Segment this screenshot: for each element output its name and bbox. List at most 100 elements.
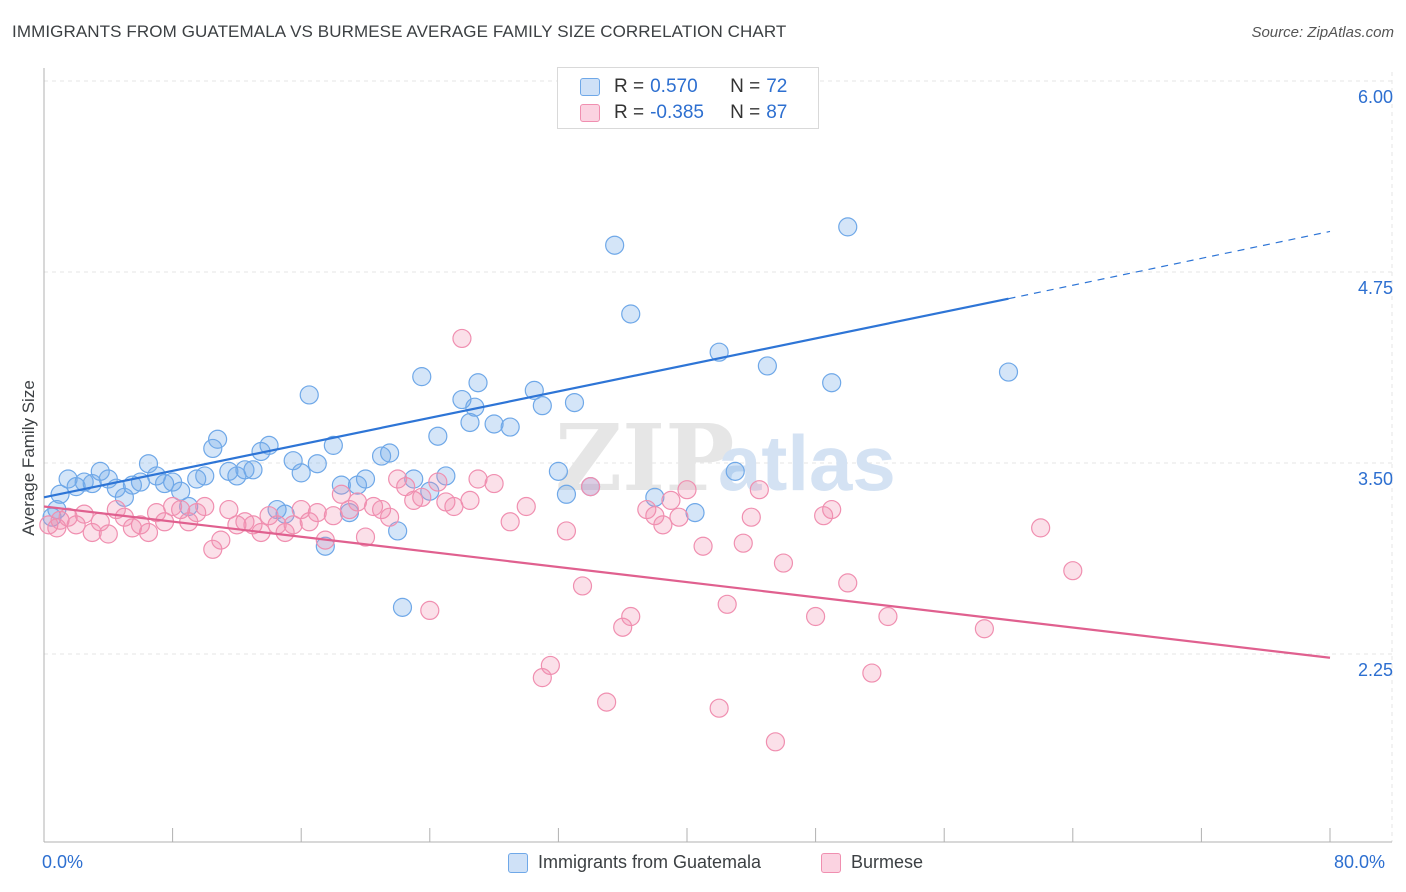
- point-burmese: [878, 606, 898, 627]
- point-burmese: [484, 473, 504, 494]
- point-guatemala: [243, 460, 263, 480]
- watermark-zip: ZIP: [555, 404, 734, 512]
- point-guatemala: [58, 469, 78, 489]
- point-guatemala: [355, 469, 376, 489]
- y-tick-label: 6.00: [1358, 87, 1393, 107]
- legend-swatch-burmese: [821, 852, 841, 873]
- point-guatemala: [460, 412, 480, 433]
- point-burmese: [805, 606, 826, 627]
- point-burmese: [275, 522, 295, 543]
- point-guatemala: [838, 217, 858, 237]
- legend-swatch-guatemala: [508, 852, 528, 873]
- point-burmese: [460, 490, 480, 510]
- point-burmese: [621, 606, 641, 627]
- point-guatemala: [154, 473, 175, 494]
- point-guatemala: [90, 461, 110, 481]
- point-burmese: [412, 487, 432, 507]
- point-burmese: [862, 663, 882, 683]
- point-guatemala: [548, 461, 569, 481]
- y-axis-label: Average Family Size: [19, 380, 38, 536]
- trend-line-guatemala: [43, 297, 1009, 499]
- point-burmese: [211, 530, 231, 550]
- point-guatemala: [605, 235, 625, 255]
- point-burmese: [822, 499, 842, 520]
- point-burmese: [1063, 561, 1083, 581]
- point-burmese: [130, 515, 151, 535]
- point-guatemala: [685, 503, 705, 523]
- correlation-legend: R = 0.570 N = 72 R = -0.385 N = 87: [557, 67, 819, 129]
- point-burmese: [371, 499, 392, 520]
- point-guatemala: [564, 393, 585, 413]
- point-guatemala: [299, 385, 319, 405]
- point-guatemala: [725, 461, 745, 481]
- point-burmese: [195, 496, 215, 517]
- point-burmese: [58, 507, 78, 527]
- point-guatemala: [235, 460, 255, 480]
- n-value: 87: [766, 102, 788, 123]
- point-guatemala: [468, 373, 488, 393]
- point-burmese: [516, 496, 536, 517]
- point-burmese: [572, 576, 593, 596]
- r-label: R =: [614, 76, 645, 97]
- y-tick-label: 2.25: [1358, 660, 1393, 680]
- point-burmese: [347, 492, 368, 512]
- legend-item-guatemala: Immigrants from Guatemala: [508, 852, 761, 873]
- n-label: N =: [730, 76, 761, 97]
- point-burmese: [138, 522, 159, 543]
- axes: [43, 68, 1392, 843]
- series-guatemala-points: [42, 217, 1019, 617]
- legend-swatch-guatemala: [580, 78, 600, 96]
- point-burmese: [773, 553, 794, 573]
- point-guatemala: [412, 367, 432, 387]
- x-tick-min: 0.0%: [42, 852, 84, 872]
- point-burmese: [339, 499, 360, 520]
- point-burmese: [709, 698, 729, 718]
- chart-source: Source: ZipAtlas.com: [1251, 24, 1394, 41]
- trend-extension-guatemala: [1008, 230, 1331, 300]
- point-burmese: [388, 469, 408, 489]
- watermark-atlas: atlas: [718, 419, 896, 507]
- y-tick-labels: 6.00 4.75 3.50 2.25: [1358, 87, 1393, 680]
- point-guatemala: [380, 443, 400, 463]
- point-burmese: [838, 573, 858, 593]
- point-burmese: [500, 512, 520, 532]
- legend-swatch-burmese: [580, 104, 600, 122]
- series-burmese-points: [39, 328, 1083, 752]
- point-burmese: [82, 522, 102, 543]
- legend-row-burmese: R = -0.385 N = 87: [580, 102, 787, 124]
- r-value: 0.570: [650, 76, 698, 97]
- point-burmese: [749, 480, 769, 500]
- point-burmese: [974, 619, 994, 639]
- point-guatemala: [74, 472, 94, 492]
- legend-label-burmese: Burmese: [851, 852, 924, 872]
- trend-lines: [43, 230, 1331, 659]
- y-tick-label: 3.50: [1358, 469, 1393, 489]
- point-guatemala: [822, 373, 842, 393]
- point-guatemala: [998, 362, 1019, 382]
- point-guatemala: [404, 469, 424, 489]
- point-burmese: [741, 507, 761, 527]
- legend-item-burmese: Burmese: [821, 852, 923, 873]
- point-guatemala: [291, 463, 311, 483]
- x-tick-max: 80.0%: [1334, 852, 1386, 872]
- point-burmese: [74, 504, 94, 524]
- point-guatemala: [208, 429, 228, 449]
- point-guatemala: [428, 426, 448, 446]
- point-burmese: [98, 524, 118, 544]
- point-burmese: [765, 732, 786, 752]
- point-burmese: [597, 692, 617, 712]
- chart-title: IMMIGRANTS FROM GUATEMALA VS BURMESE AVE…: [12, 22, 787, 41]
- point-guatemala: [195, 466, 215, 486]
- point-burmese: [444, 496, 464, 517]
- watermark: ZIP atlas: [555, 404, 896, 512]
- point-burmese: [331, 484, 351, 504]
- point-burmese: [380, 507, 400, 527]
- point-guatemala: [532, 396, 552, 416]
- legend-row-guatemala: R = 0.570 N = 72: [580, 76, 787, 98]
- point-guatemala: [307, 454, 327, 474]
- point-burmese: [355, 527, 376, 547]
- point-burmese: [420, 600, 440, 621]
- point-guatemala: [392, 597, 413, 617]
- y-tick-label: 4.75: [1358, 278, 1393, 298]
